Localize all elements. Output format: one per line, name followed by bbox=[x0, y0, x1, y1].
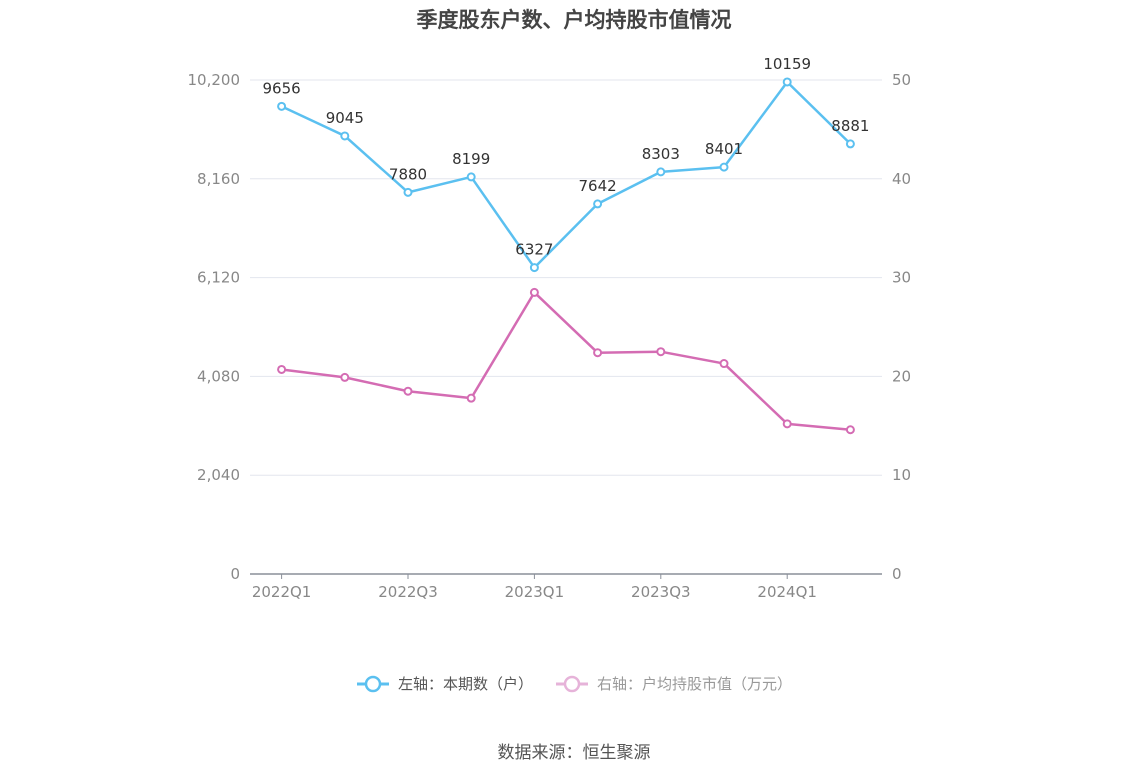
data-label: 10159 bbox=[763, 55, 811, 73]
y-left-tick-label: 0 bbox=[230, 565, 240, 583]
data-point-right bbox=[593, 348, 603, 358]
data-label: 7880 bbox=[389, 165, 427, 183]
data-point-left bbox=[593, 199, 603, 209]
x-tick-label: 2022Q1 bbox=[252, 583, 312, 601]
data-point-right bbox=[277, 364, 287, 374]
data-point-right bbox=[782, 419, 792, 429]
data-point-right bbox=[466, 393, 476, 403]
y-right-tick-label: 20 bbox=[892, 367, 911, 385]
data-point-right bbox=[340, 372, 350, 382]
legend-label-right-series: 右轴：户均持股市值（万元） bbox=[597, 675, 793, 693]
legend-label-left-series: 左轴：本期数（户） bbox=[397, 675, 533, 693]
y-left-tick-label: 2,040 bbox=[197, 466, 240, 484]
y-left-tick-label: 8,160 bbox=[197, 170, 240, 188]
series-line-right bbox=[281, 291, 851, 431]
data-label: 8881 bbox=[831, 117, 869, 135]
x-tick-label: 2024Q1 bbox=[757, 583, 817, 601]
data-point-right bbox=[719, 359, 729, 369]
data-label: 8199 bbox=[452, 150, 490, 168]
legend-marker-pink-icon bbox=[556, 675, 588, 692]
data-label: 8303 bbox=[642, 145, 680, 163]
y-right-tick-label: 40 bbox=[892, 170, 911, 188]
data-point-right bbox=[656, 347, 666, 357]
legend-item-right-series[interactable]: 右轴：户均持股市值（万元） bbox=[555, 673, 792, 694]
x-tick-label: 2023Q3 bbox=[631, 583, 691, 601]
y-right-tick-label: 10 bbox=[892, 466, 911, 484]
data-label: 7642 bbox=[579, 177, 617, 195]
data-point-left bbox=[782, 77, 792, 87]
data-point-left bbox=[277, 101, 287, 111]
y-right-tick-label: 50 bbox=[892, 71, 911, 89]
data-label: 8401 bbox=[705, 140, 743, 158]
data-point-left bbox=[845, 139, 855, 149]
data-point-right bbox=[403, 386, 413, 396]
data-point-right bbox=[845, 425, 855, 435]
chart-title: 季度股东户数、户均持股市值情况 bbox=[416, 8, 732, 32]
data-point-left bbox=[656, 167, 666, 177]
y-right-tick-label: 0 bbox=[892, 565, 902, 583]
data-point-left bbox=[403, 187, 413, 197]
data-source: 数据来源：恒生聚源 bbox=[497, 743, 651, 763]
x-tick-label: 2022Q3 bbox=[378, 583, 438, 601]
y-left-tick-label: 10,200 bbox=[188, 71, 241, 89]
y-left-tick-label: 4,080 bbox=[197, 367, 240, 385]
data-label: 6327 bbox=[515, 241, 553, 259]
data-point-left bbox=[719, 162, 729, 172]
legend-item-left-series[interactable]: 左轴：本期数（户） bbox=[356, 673, 533, 694]
data-point-left bbox=[529, 263, 539, 273]
legend-marker-blue-icon bbox=[356, 675, 389, 692]
x-tick-label: 2023Q1 bbox=[505, 583, 565, 601]
data-point-left bbox=[466, 172, 476, 182]
data-label: 9656 bbox=[263, 79, 301, 97]
data-point-left bbox=[340, 131, 350, 141]
y-left-tick-label: 6,120 bbox=[197, 269, 240, 287]
y-right-tick-label: 30 bbox=[892, 269, 911, 287]
data-point-right bbox=[529, 287, 539, 297]
data-label: 9045 bbox=[326, 109, 364, 127]
series-line-left bbox=[281, 80, 852, 269]
legend: 左轴：本期数（户） 右轴：户均持股市值（万元） bbox=[0, 673, 1148, 694]
